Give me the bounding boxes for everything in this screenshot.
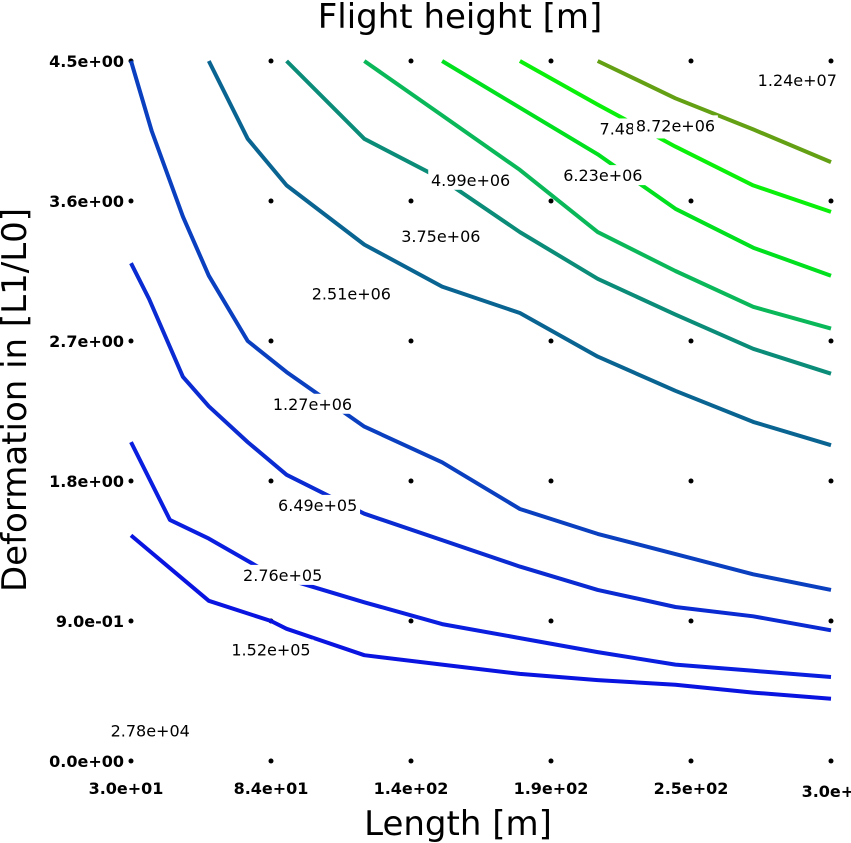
x-tick-label-0: 3.0e+01 [89, 779, 164, 798]
y-tick-labels: 0.0e+00 9.0e-01 1.8e+00 2.7e+00 3.6e+00 4.5e+… [49, 52, 124, 771]
grid-dot-2-3 [408, 338, 414, 344]
contour-label-6: 3.75e+06 [401, 227, 480, 246]
contour-label-7: 4.99e+06 [431, 171, 510, 190]
x-tick-label-4: 2.5e+02 [654, 779, 729, 798]
contour-label-bg-10 [633, 115, 718, 136]
contour-line-4 [129, 60, 832, 592]
contour-label-11: 1.24e+07 [758, 71, 837, 90]
contour-line-10 [596, 59, 832, 164]
grid-dot-0-3 [128, 338, 134, 344]
grid-dot-3-2 [548, 478, 554, 484]
y-tick-label-0: 0.0e+00 [49, 752, 124, 771]
grid-dot-4-4 [688, 198, 694, 204]
contour-line-1 [129, 533, 832, 701]
grid-dot-5-1 [828, 618, 834, 624]
grid-dot-4-5 [688, 58, 694, 64]
grid-dot-4-3 [688, 338, 694, 344]
grid-dot-1-4 [268, 198, 274, 204]
x-tick-label-5: 3.0e+02 [802, 782, 851, 801]
grid-dot-3-4 [548, 198, 554, 204]
grid-dot-4-2 [688, 478, 694, 484]
grid-dot-1-2 [268, 478, 274, 484]
x-tick-label-1: 8.4e+01 [234, 779, 309, 798]
grid-dot-1-3 [268, 338, 274, 344]
contour-label-bg-4 [270, 393, 355, 414]
grid-dot-5-0 [828, 758, 834, 764]
contour-labels: 2.78e+04 1.52e+05 2.76e+05 6.49e+05 1.27e+06… [107, 70, 840, 741]
contour-label-3: 6.49e+05 [278, 496, 357, 515]
contour-line-3 [129, 262, 832, 633]
grid-dot-3-1 [548, 618, 554, 624]
contour-label-8: 6.23e+06 [563, 166, 642, 185]
grid-dot-5-5 [828, 58, 834, 64]
contour-line-6 [285, 59, 832, 376]
grid-dot-0-0 [128, 758, 134, 764]
y-tick-label-1: 9.0e-01 [56, 612, 124, 631]
grid-dot-0-1 [128, 618, 134, 624]
contour-label-bg-1 [228, 639, 314, 660]
grid-dot-0-4 [128, 198, 134, 204]
grid-dot-2-1 [408, 618, 414, 624]
contour-label-0: 2.78e+04 [111, 721, 190, 740]
contour-label-2: 2.76e+05 [243, 566, 322, 585]
contour-line-7 [363, 59, 832, 331]
x-tick-label-2: 1.4e+02 [374, 779, 449, 798]
grid-dot-5-2 [828, 478, 834, 484]
grid-dot-2-2 [408, 478, 414, 484]
x-axis-title: Length [m] [364, 804, 552, 843]
y-tick-label-2: 1.8e+00 [49, 472, 124, 491]
contour-label-5: 2.51e+06 [312, 284, 391, 303]
contour-label-bg-5 [308, 283, 394, 304]
grid-dot-1-0 [268, 758, 274, 764]
grid-dot-1-5 [268, 58, 274, 64]
contour-label-bg-6 [398, 225, 484, 246]
contour-lines [129, 59, 832, 701]
contour-label-bg-11 [754, 70, 840, 91]
y-axis-title: Deformation in [L1/L0] [0, 208, 35, 592]
contour-label-bg-2 [240, 564, 326, 585]
grid-dot-4-1 [688, 618, 694, 624]
contour-line-9 [518, 59, 832, 214]
contour-label-bg-0 [107, 720, 193, 741]
contour-label-4: 1.27e+06 [273, 395, 352, 414]
grid-dot-3-3 [548, 338, 554, 344]
contour-label-1: 1.52e+05 [231, 641, 310, 660]
y-tick-label-3: 2.7e+00 [49, 332, 124, 351]
contour-line-5 [207, 60, 832, 448]
grid-dot-2-4 [408, 198, 414, 204]
grid-dot-0-2 [128, 478, 134, 484]
y-tick-label-5: 4.5e+00 [49, 52, 124, 71]
x-tick-label-3: 1.9e+02 [514, 779, 589, 798]
contour-label-bg-3 [275, 494, 361, 515]
y-tick-label-4: 3.6e+00 [49, 192, 124, 211]
grid-dot-2-0 [408, 758, 414, 764]
contour-label-bg-8 [560, 165, 646, 186]
contour-label-bg-7 [428, 169, 514, 190]
contour-line-2 [129, 441, 832, 679]
x-tick-labels: 3.0e+01 8.4e+01 1.4e+02 1.9e+02 2.5e+02 3.0e+… [89, 779, 851, 801]
grid-dot-3-0 [548, 758, 554, 764]
grid-dot-3-5 [548, 58, 554, 64]
grid-dot-4-0 [688, 758, 694, 764]
grid-dot-5-3 [828, 338, 834, 344]
chart-title: Flight height [m] [318, 0, 603, 37]
contour-label-10: 8.72e+06 [636, 116, 715, 135]
grid-dot-2-5 [408, 58, 414, 64]
grid-dot-5-4 [828, 198, 834, 204]
